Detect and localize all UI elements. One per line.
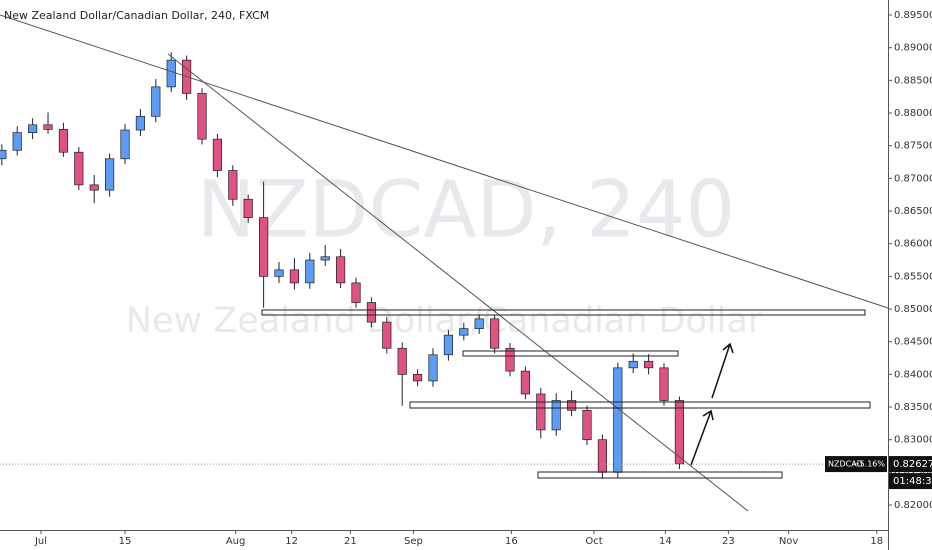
y-tick-label: 0.87500	[894, 141, 932, 152]
candle-body	[289, 269, 299, 284]
x-tick-label: 14	[659, 536, 672, 547]
candle-body	[351, 282, 361, 303]
x-tick-label: 21	[344, 536, 357, 547]
y-tick-label: 0.87000	[894, 173, 932, 184]
candle-body	[443, 334, 453, 356]
watermark: NZDCAD, 240	[197, 165, 735, 255]
y-tick-label: 0.84000	[894, 369, 932, 380]
plot-area	[0, 52, 684, 479]
y-tick-label: 0.82000	[894, 500, 932, 511]
y-tick-label: 0.88000	[894, 108, 932, 119]
arrow	[690, 410, 712, 466]
candle-body	[520, 370, 530, 395]
candle-body	[74, 151, 84, 186]
candle-body	[197, 93, 207, 140]
change-tag: −5.16%	[853, 460, 886, 469]
x-tick-label: Aug	[226, 536, 246, 547]
candle-body	[474, 318, 484, 329]
candle-body	[428, 354, 438, 382]
candle-body	[212, 138, 223, 171]
zone	[537, 471, 783, 479]
countdown-bg	[889, 473, 932, 490]
x-tick-label: 16	[505, 536, 518, 547]
candle-body	[613, 367, 623, 473]
arrow-head	[722, 342, 734, 354]
candle-body	[505, 347, 515, 372]
candle-body	[490, 318, 500, 349]
candle-body	[151, 86, 161, 117]
axes: 0.82000 0.82500 0.83000 0.83500 0.84000 0.845…	[0, 10, 932, 547]
zone	[261, 309, 866, 316]
y-tick-label: 0.84500	[894, 337, 932, 348]
price-tag-bg	[889, 456, 932, 473]
candle-body	[382, 321, 392, 349]
candle-body	[536, 393, 546, 431]
symbol-tag-bg	[825, 456, 887, 473]
y-tick-label: 0.88500	[894, 75, 932, 86]
x-tick-label: Sep	[404, 536, 423, 547]
candle-body	[0, 149, 7, 160]
candle-body	[644, 360, 654, 369]
candle-body	[674, 400, 684, 465]
zone	[409, 401, 871, 409]
x-tick-label: 15	[119, 536, 132, 547]
x-tick-label: 12	[285, 536, 298, 547]
candle-body	[135, 115, 146, 131]
x-tick-label: Jul	[34, 536, 47, 547]
candle-body	[305, 259, 315, 284]
candle-body	[120, 129, 130, 160]
candle-body	[659, 367, 669, 401]
candle-body	[582, 409, 592, 441]
drawings	[0, 14, 889, 512]
y-tick-label: 0.89000	[894, 43, 932, 54]
trend-line	[167, 53, 749, 512]
candle-body	[459, 328, 469, 336]
symbol-tag: NZDCAD	[828, 460, 863, 469]
candle-body	[259, 217, 269, 277]
candle-body	[28, 124, 38, 133]
y-tick-label: 0.85500	[894, 271, 932, 282]
y-tick-label: 0.83500	[894, 402, 932, 413]
candle-body	[597, 439, 607, 473]
x-tick-label: 23	[722, 536, 735, 547]
y-tick-label: 0.89500	[894, 10, 932, 21]
candle-body	[336, 256, 346, 284]
arrow	[711, 343, 731, 399]
candle-body	[105, 158, 115, 191]
candle-body	[58, 129, 69, 153]
candle-body	[397, 347, 407, 375]
y-tick-label: 0.83000	[894, 435, 932, 446]
candle-body	[12, 132, 22, 151]
y-tick-label: 0.82500	[894, 467, 932, 478]
y-tick-label: 0.86500	[894, 206, 932, 217]
candle-body	[228, 170, 238, 200]
x-tick-label: 18	[870, 536, 883, 547]
watermark-subtitle: New Zealand Dollar/Canadian Dollar	[126, 301, 763, 341]
candle-body	[166, 59, 176, 88]
chart-title: New Zealand Dollar/Canadian Dollar, 240,…	[4, 9, 269, 22]
arrow-head	[702, 409, 714, 421]
y-tick-label: 0.85000	[894, 304, 932, 315]
x-tick-label: Oct	[585, 536, 602, 547]
candle-body	[43, 124, 53, 130]
countdown: 01:48:30	[893, 476, 932, 487]
price-tag: 0.82627	[893, 459, 932, 470]
y-tick-label: 0.86000	[894, 239, 932, 250]
candle-body	[243, 198, 253, 218]
candle-body	[89, 184, 99, 191]
x-axis-panel	[0, 530, 888, 550]
candle-body	[628, 360, 638, 369]
candle-body	[413, 374, 423, 382]
candle-body	[320, 256, 330, 261]
trend-line	[0, 14, 889, 309]
candle-body	[551, 400, 561, 431]
candle-body	[567, 400, 577, 411]
candle-body	[274, 269, 284, 277]
zone	[462, 350, 679, 357]
x-tick-label: Nov	[779, 536, 799, 547]
candle-body	[366, 302, 376, 323]
